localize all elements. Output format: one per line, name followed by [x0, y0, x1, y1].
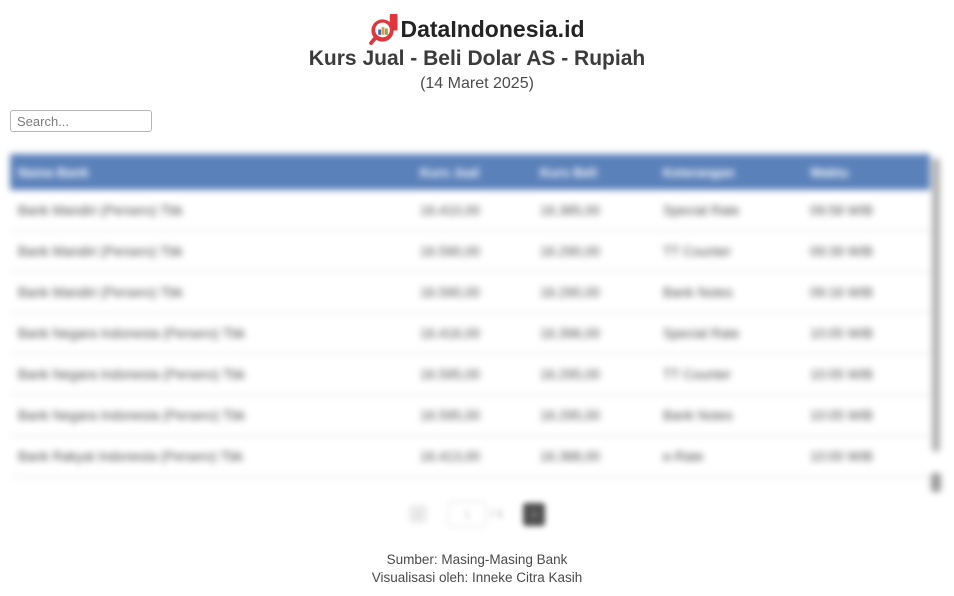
table-row: Bank Rakyat Indonesia (Persero) Tbk 16.4…: [10, 436, 930, 477]
table-row: Bank Negara Indonesia (Persero) Tbk 16.5…: [10, 354, 930, 395]
cell-bank: Bank Mandiri (Persero) Tbk: [18, 284, 183, 300]
cell-keterangan: Special Rate: [663, 325, 740, 341]
col-header-keterangan[interactable]: Keterangan: [663, 164, 735, 180]
table-row: Bank Mandiri (Persero) Tbk 16.590,00 16.…: [10, 231, 930, 272]
cell-jual: 16.410,00: [420, 202, 481, 218]
cell-bank: Bank Negara Indonesia (Persero) Tbk: [18, 407, 246, 423]
pagination: ‹ / 1 ›: [0, 500, 954, 528]
cell-waktu: 10:00 WIB: [810, 448, 874, 464]
cell-waktu: 10:05 WIB: [810, 366, 874, 382]
col-header-kurs-beli[interactable]: Kurs Beli: [540, 164, 598, 180]
cell-jual: 16.416,00: [420, 325, 481, 341]
cell-waktu: 09:58 WIB: [810, 202, 874, 218]
cell-keterangan: e-Rate: [663, 448, 704, 464]
cell-waktu: 10:05 WIB: [810, 407, 874, 423]
page-count-label: / 1: [490, 508, 504, 520]
cell-jual: 16.595,00: [420, 366, 481, 382]
table-row: Bank Mandiri (Persero) Tbk 16.410,00 16.…: [10, 190, 930, 231]
cell-beli: 16.396,00: [540, 325, 601, 341]
cell-beli: 16.388,00: [540, 448, 601, 464]
source-credit: Sumber: Masing-Masing Bank: [386, 552, 568, 567]
cell-bank: Bank Negara Indonesia (Persero) Tbk: [18, 366, 246, 382]
exchange-rate-table: Nama Bank Kurs Jual Kurs Beli Keterangan…: [10, 154, 942, 492]
col-header-kurs-jual[interactable]: Kurs Jual: [420, 164, 480, 180]
table-body: Nama Bank Kurs Jual Kurs Beli Keterangan…: [10, 154, 930, 477]
next-page-button[interactable]: ›: [523, 502, 546, 526]
table-row: Bank Mandiri (Persero) Tbk 16.590,00 16.…: [10, 272, 930, 313]
brand: DataIndonesia.id: [0, 13, 954, 45]
cell-bank: Bank Rakyat Indonesia (Persero) Tbk: [18, 448, 243, 464]
table-row: Bank Negara Indonesia (Persero) Tbk 16.5…: [10, 395, 930, 436]
cell-jual: 16.595,00: [420, 407, 481, 423]
cell-keterangan: Bank Notes: [663, 284, 733, 300]
cell-beli: 16.290,00: [540, 284, 601, 300]
cell-waktu: 09:16 WIB: [810, 284, 874, 300]
footer: Sumber: Masing-Masing Bank Visualisasi o…: [0, 551, 954, 587]
cell-bank: Bank Mandiri (Persero) Tbk: [18, 243, 183, 259]
page-number-input[interactable]: [447, 501, 486, 527]
table-row: Bank Negara Indonesia (Persero) Tbk 16.4…: [10, 313, 930, 354]
cell-keterangan: Special Rate: [663, 202, 740, 218]
cell-beli: 16.290,00: [540, 243, 601, 259]
dataindonesia-logo-icon: [369, 13, 398, 45]
cell-keterangan: Bank Notes: [663, 407, 733, 423]
vertical-scrollbar-end[interactable]: [931, 473, 941, 492]
vertical-scrollbar-thumb[interactable]: [932, 158, 940, 452]
page-title: Kurs Jual - Beli Dolar AS - Rupiah: [308, 47, 646, 70]
cell-waktu: 10:05 WIB: [810, 325, 874, 341]
col-header-nama-bank[interactable]: Nama Bank: [18, 164, 89, 180]
cell-beli: 16.385,00: [540, 202, 601, 218]
cell-jual: 16.413,00: [420, 448, 481, 464]
table-header-row: Nama Bank Kurs Jual Kurs Beli Keterangan…: [10, 154, 930, 190]
cell-beli: 16.295,00: [540, 407, 601, 423]
search-input[interactable]: [10, 110, 152, 132]
cell-keterangan: TT Counter: [663, 366, 732, 382]
cell-bank: Bank Negara Indonesia (Persero) Tbk: [18, 325, 246, 341]
cell-keterangan: TT Counter: [663, 243, 732, 259]
cell-jual: 16.590,00: [420, 284, 481, 300]
cell-beli: 16.295,00: [540, 366, 601, 382]
visualization-credit: Visualisasi oleh: Inneke Citra Kasih: [371, 570, 583, 585]
cell-bank: Bank Mandiri (Persero) Tbk: [18, 202, 183, 218]
col-header-waktu[interactable]: Waktu: [810, 164, 849, 180]
cell-jual: 16.590,00: [420, 243, 481, 259]
cell-waktu: 09:39 WIB: [810, 243, 874, 259]
brand-wordmark: DataIndonesia.id: [400, 15, 585, 42]
previous-page-button[interactable]: ‹: [408, 505, 427, 523]
page-subtitle: (14 Maret 2025): [420, 75, 534, 92]
